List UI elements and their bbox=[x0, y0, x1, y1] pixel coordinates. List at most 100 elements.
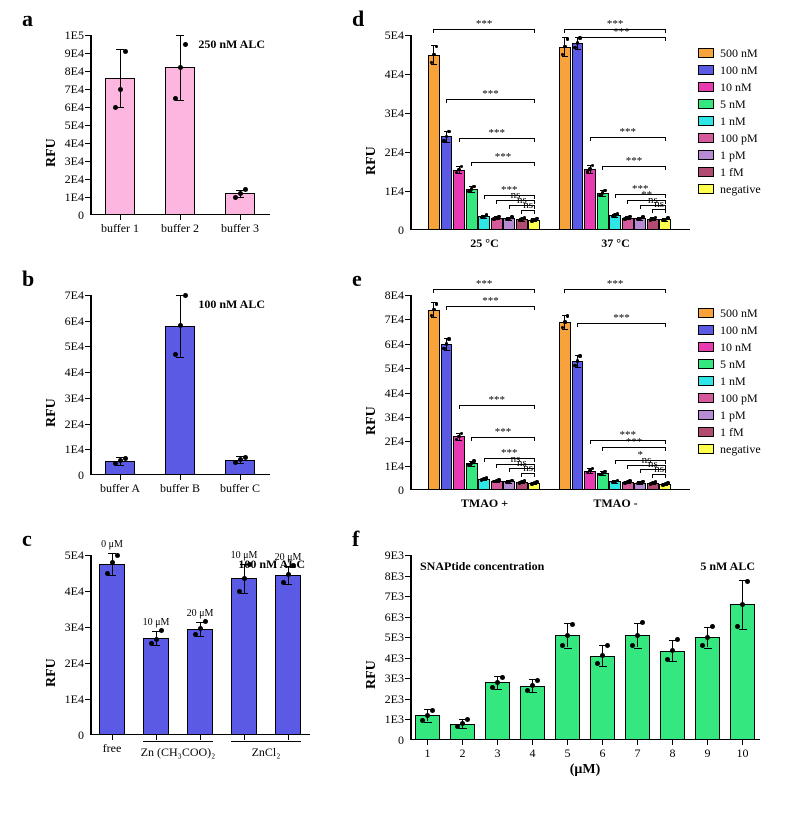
ytick bbox=[405, 74, 410, 75]
data-point bbox=[578, 354, 582, 358]
ytick bbox=[85, 372, 90, 373]
ytick-label: 0 bbox=[374, 483, 404, 498]
ytick-label: 8E3 bbox=[370, 569, 404, 584]
ytick bbox=[405, 441, 410, 442]
ytick bbox=[85, 555, 90, 556]
panel-f-plot: 01E32E33E34E35E36E37E38E39E312345678910(… bbox=[410, 555, 760, 740]
panel-c-ylabel: RFU bbox=[44, 607, 60, 687]
ytick bbox=[85, 143, 90, 144]
error-cap bbox=[739, 629, 747, 630]
data-point bbox=[535, 480, 539, 484]
ytick-label: 4E4 bbox=[50, 365, 84, 380]
ytick-label: 7E3 bbox=[370, 589, 404, 604]
sig-label: *** bbox=[478, 88, 502, 100]
ytick bbox=[85, 161, 90, 162]
ytick-label: 5E3 bbox=[370, 630, 404, 645]
legend-swatch bbox=[698, 444, 714, 454]
data-point bbox=[563, 320, 567, 324]
xtick-label: 10 bbox=[733, 746, 753, 761]
legend-label: 1 pM bbox=[720, 408, 746, 423]
sig-bracket-v bbox=[446, 306, 447, 310]
data-point bbox=[740, 602, 745, 607]
error-cap bbox=[176, 357, 184, 358]
data-point bbox=[105, 571, 110, 576]
data-point bbox=[435, 45, 439, 49]
sig-bracket-v bbox=[577, 323, 578, 327]
data-point bbox=[570, 622, 575, 627]
legend-swatch bbox=[698, 359, 714, 369]
ytick bbox=[405, 417, 410, 418]
sig-bracket-v bbox=[665, 194, 666, 198]
ytick bbox=[405, 576, 410, 577]
data-point bbox=[573, 46, 577, 50]
ytick-label: 7E4 bbox=[370, 312, 404, 327]
ytick bbox=[405, 555, 410, 556]
data-point bbox=[118, 87, 123, 92]
error-cap bbox=[599, 666, 607, 667]
group-xlabel: 37 °C bbox=[559, 236, 672, 251]
legend-label: negative bbox=[720, 442, 761, 457]
ytick-label: 1E4 bbox=[50, 442, 84, 457]
data-point bbox=[193, 632, 198, 637]
sig-bracket-v bbox=[665, 166, 666, 170]
xtick bbox=[707, 740, 708, 745]
data-point bbox=[565, 633, 570, 638]
data-point bbox=[159, 628, 164, 633]
bar bbox=[453, 436, 465, 490]
legend-label: 500 nM bbox=[720, 306, 758, 321]
ytick bbox=[405, 617, 410, 618]
error-cap bbox=[494, 689, 502, 690]
xtick bbox=[462, 740, 463, 745]
y-axis bbox=[90, 35, 92, 215]
sig-label: *** bbox=[622, 436, 646, 448]
data-point bbox=[700, 643, 705, 648]
xtick bbox=[240, 475, 241, 480]
ytick-label: 4E4 bbox=[50, 136, 84, 151]
error-cap bbox=[669, 661, 677, 662]
sig-label: *** bbox=[609, 312, 633, 324]
sig-bracket-v bbox=[433, 29, 434, 33]
panel-d-legend: 500 nM100 nM10 nM5 nM1 nM100 pM1 pM1 fMn… bbox=[698, 48, 788, 208]
ytick-label: 6E4 bbox=[50, 314, 84, 329]
xtick bbox=[532, 740, 533, 745]
legend-label: 100 nM bbox=[720, 63, 758, 78]
xtick bbox=[567, 740, 568, 745]
bar bbox=[660, 651, 685, 740]
data-point bbox=[243, 455, 248, 460]
ytick-label: 0 bbox=[374, 733, 404, 748]
data-point bbox=[628, 215, 632, 219]
legend-label: 5 nM bbox=[720, 357, 746, 372]
data-point bbox=[605, 643, 610, 648]
error-cap bbox=[176, 35, 184, 36]
ytick-label: 6E3 bbox=[370, 610, 404, 625]
legend-label: 5 nM bbox=[720, 97, 746, 112]
legend-label: 1 fM bbox=[720, 425, 744, 440]
ytick bbox=[405, 191, 410, 192]
data-point bbox=[675, 637, 680, 642]
xtick bbox=[112, 735, 113, 740]
sig-bracket-v bbox=[665, 37, 666, 41]
data-point bbox=[233, 460, 238, 465]
ytick-label: 0 bbox=[54, 208, 84, 223]
data-point bbox=[465, 717, 470, 722]
bar bbox=[695, 637, 720, 740]
xtick-label: buffer C bbox=[210, 481, 270, 496]
bar bbox=[485, 682, 510, 740]
ytick bbox=[405, 393, 410, 394]
bar-top-label: 20 μM bbox=[268, 552, 308, 563]
sig-label: *** bbox=[616, 126, 640, 138]
data-point bbox=[576, 41, 580, 45]
data-point bbox=[523, 216, 527, 220]
sig-bracket-v bbox=[484, 458, 485, 462]
data-point bbox=[530, 683, 535, 688]
y-axis bbox=[90, 555, 92, 735]
ytick bbox=[85, 107, 90, 108]
sig-bracket-v bbox=[564, 289, 565, 293]
sig-bracket-v bbox=[577, 37, 578, 41]
xtick-label: buffer 1 bbox=[90, 221, 150, 236]
error-cap bbox=[575, 367, 581, 368]
ytick-label: 6E4 bbox=[50, 100, 84, 115]
data-point bbox=[113, 105, 118, 110]
bar bbox=[428, 55, 440, 231]
bar bbox=[453, 170, 465, 230]
